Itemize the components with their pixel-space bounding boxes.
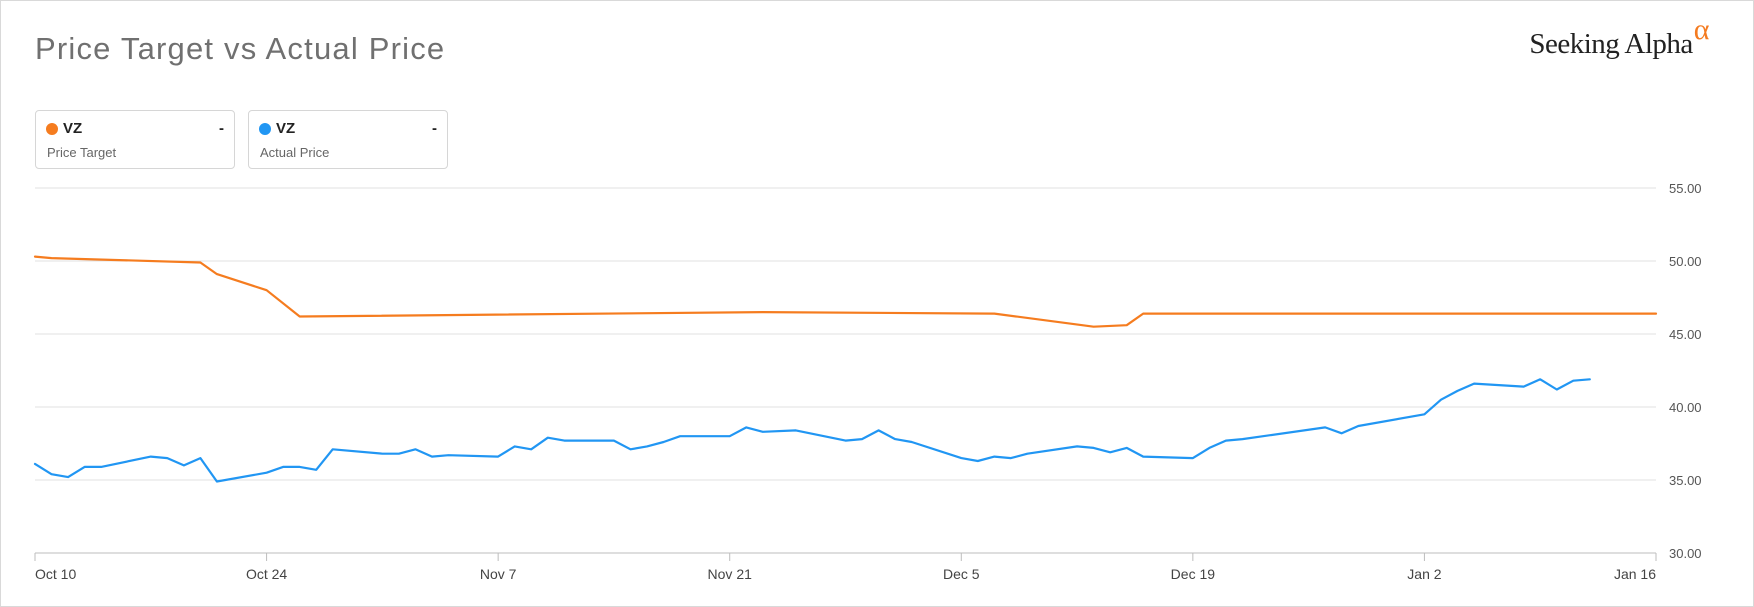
- legend-label: Actual Price: [260, 145, 330, 160]
- legend-dot-icon: [259, 123, 271, 135]
- brand-text: Seeking Alpha: [1529, 28, 1693, 60]
- x-tick-label: Jan 16: [1614, 566, 1656, 582]
- x-tick-label: Nov 21: [708, 566, 753, 582]
- series-line-actual-price: [33, 378, 1591, 483]
- y-tick-label: 55.00: [1669, 181, 1702, 196]
- legend-value: -: [432, 120, 437, 137]
- legend-ticker: VZ: [63, 120, 83, 137]
- y-tick-label: 30.00: [1669, 546, 1702, 561]
- chart-title: Price Target vs Actual Price: [35, 31, 446, 66]
- x-tick-label: Dec 5: [943, 566, 980, 582]
- x-tick-label: Oct 10: [35, 566, 76, 582]
- x-tick-label: Nov 7: [480, 566, 517, 582]
- x-tick-label: Oct 24: [246, 566, 287, 582]
- x-tick-label: Jan 2: [1407, 566, 1441, 582]
- y-tick-label: 35.00: [1669, 473, 1702, 488]
- legend-value: -: [219, 120, 224, 137]
- y-tick-label: 50.00: [1669, 254, 1702, 269]
- legend-dot-icon: [46, 123, 58, 135]
- legend-ticker: VZ: [276, 120, 296, 137]
- legend-item-actual-price[interactable]: VZ - Actual Price: [248, 110, 448, 169]
- legend-item-price-target[interactable]: VZ - Price Target: [35, 110, 235, 169]
- brand-logo: Seeking Alphaα: [1529, 13, 1709, 61]
- alpha-icon: α: [1693, 13, 1710, 46]
- x-tick-label: Dec 19: [1171, 566, 1216, 582]
- series-line-price-target: [33, 255, 1658, 328]
- y-tick-label: 45.00: [1669, 327, 1702, 342]
- legend-label: Price Target: [47, 145, 117, 160]
- y-tick-label: 40.00: [1669, 400, 1702, 415]
